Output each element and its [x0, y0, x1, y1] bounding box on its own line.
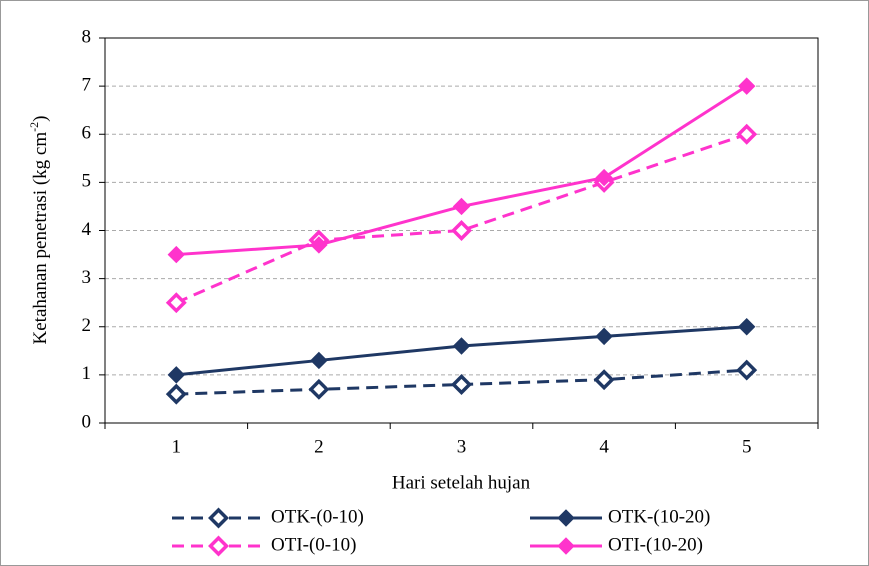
y-tick-label: 6 [82, 123, 92, 144]
y-tick-label: 2 [82, 315, 92, 336]
plot-border [104, 37, 819, 424]
y-tick-label: 4 [82, 219, 92, 240]
y-tick-label: 5 [82, 171, 92, 192]
x-tick-label: 5 [742, 436, 752, 457]
y-tick-label: 3 [82, 267, 92, 288]
y-label-end: ) [30, 116, 51, 122]
marker [736, 123, 758, 145]
legend-marker [208, 507, 229, 529]
x-tick-label: 3 [457, 436, 467, 457]
y-tick-label: 0 [82, 411, 92, 432]
legend-marker [557, 509, 575, 527]
legend-label: OTK-(10-20) [608, 506, 710, 527]
y-label-main: Ketahanan penetrasi (kg cm [30, 132, 51, 345]
marker [451, 220, 472, 241]
marker [452, 337, 471, 355]
marker [310, 351, 328, 370]
legend-label: OTI-(10-20) [608, 534, 703, 555]
marker [595, 168, 613, 187]
marker [737, 318, 756, 336]
marker [451, 374, 472, 395]
legend-marker [557, 537, 575, 555]
marker [167, 245, 186, 264]
marker [452, 197, 471, 216]
y-label-sup: -2 [27, 122, 41, 132]
y-tick-label: 7 [82, 74, 92, 95]
x-tick-label: 1 [172, 436, 182, 457]
y-tick-label: 8 [82, 26, 92, 47]
marker [736, 359, 758, 381]
marker [310, 236, 328, 254]
legend-label: OTI-(0-10) [271, 534, 356, 555]
x-tick-label: 2 [314, 436, 324, 457]
x-axis-label: Hari setelah hujan [392, 472, 531, 493]
marker [165, 383, 187, 405]
legend-marker [208, 535, 229, 557]
marker [165, 292, 187, 314]
marker [308, 378, 330, 400]
marker [593, 369, 615, 391]
y-axis-label: Ketahanan penetrasi (kg cm-2) [27, 116, 52, 345]
marker [167, 366, 186, 384]
x-tick-label: 4 [599, 436, 609, 457]
legend-label: OTK-(0-10) [271, 506, 364, 527]
marker [595, 327, 613, 346]
series-line [175, 132, 748, 305]
marker [737, 77, 756, 95]
y-tick-label: 1 [82, 363, 92, 384]
